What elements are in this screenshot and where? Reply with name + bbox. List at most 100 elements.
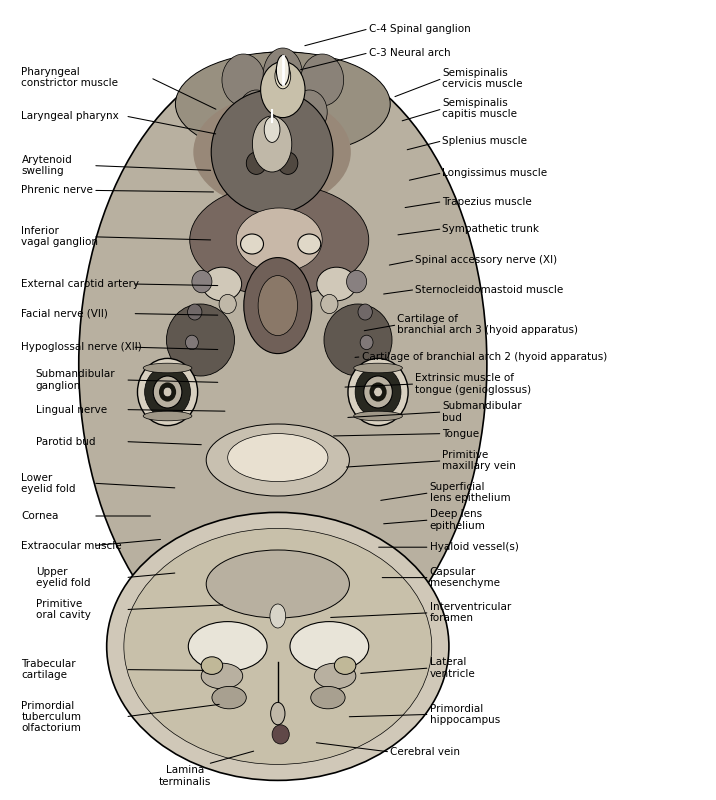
Text: Extraocular muscle: Extraocular muscle xyxy=(21,541,122,550)
Text: Lamina
terminalis: Lamina terminalis xyxy=(158,766,211,786)
Text: Pharyngeal
constrictor muscle: Pharyngeal constrictor muscle xyxy=(21,67,118,88)
Circle shape xyxy=(192,270,212,293)
Text: Trabecular
cartilage: Trabecular cartilage xyxy=(21,659,76,680)
Text: Cornea: Cornea xyxy=(21,511,59,521)
Circle shape xyxy=(358,304,372,320)
Circle shape xyxy=(188,304,202,320)
Text: Tongue: Tongue xyxy=(442,429,480,438)
Ellipse shape xyxy=(263,48,302,102)
Text: Interventricular
foramen: Interventricular foramen xyxy=(430,602,511,623)
Text: Lower
eyelid fold: Lower eyelid fold xyxy=(21,473,76,494)
Circle shape xyxy=(163,387,172,397)
Text: Hyaloid vessel(s): Hyaloid vessel(s) xyxy=(430,542,518,552)
Ellipse shape xyxy=(271,702,285,725)
Ellipse shape xyxy=(261,62,305,118)
Text: Semispinalis
cervicis muscle: Semispinalis cervicis muscle xyxy=(442,68,523,89)
Ellipse shape xyxy=(270,604,286,628)
Ellipse shape xyxy=(354,363,402,373)
Text: Lateral
ventricle: Lateral ventricle xyxy=(430,658,475,678)
Circle shape xyxy=(369,382,387,402)
Ellipse shape xyxy=(253,109,284,147)
Ellipse shape xyxy=(211,90,333,214)
Text: Cartilage of
branchial arch 3 (hyoid apparatus): Cartilage of branchial arch 3 (hyoid app… xyxy=(397,314,579,335)
Ellipse shape xyxy=(143,411,192,421)
Ellipse shape xyxy=(241,234,263,254)
Text: Primitive
oral cavity: Primitive oral cavity xyxy=(36,599,91,620)
Ellipse shape xyxy=(143,363,192,373)
Text: Submandibular
bud: Submandibular bud xyxy=(442,402,522,422)
Ellipse shape xyxy=(316,267,357,301)
Text: Spinal accessory nerve (XI): Spinal accessory nerve (XI) xyxy=(415,255,557,265)
Ellipse shape xyxy=(291,90,327,134)
Ellipse shape xyxy=(201,657,223,674)
Circle shape xyxy=(185,335,198,350)
Text: Hypoglossal nerve (XII): Hypoglossal nerve (XII) xyxy=(21,342,142,352)
Text: Primitive
maxillary vein: Primitive maxillary vein xyxy=(442,450,516,471)
Ellipse shape xyxy=(236,208,322,272)
Ellipse shape xyxy=(206,424,349,496)
Ellipse shape xyxy=(311,686,345,709)
Text: Primordial
tuberculum
olfactorium: Primordial tuberculum olfactorium xyxy=(21,701,82,733)
Ellipse shape xyxy=(354,411,402,421)
Ellipse shape xyxy=(175,52,390,156)
Ellipse shape xyxy=(301,54,344,106)
Text: External carotid artery: External carotid artery xyxy=(21,279,140,289)
Circle shape xyxy=(347,270,367,293)
Text: Parotid bud: Parotid bud xyxy=(36,437,95,446)
Text: Superficial
lens epithelium: Superficial lens epithelium xyxy=(430,482,511,503)
Ellipse shape xyxy=(107,512,449,781)
Text: Facial nerve (VII): Facial nerve (VII) xyxy=(21,309,108,318)
Text: Laryngeal pharynx: Laryngeal pharynx xyxy=(21,111,120,121)
Text: Trapezius muscle: Trapezius muscle xyxy=(442,197,532,206)
Circle shape xyxy=(145,366,190,418)
Ellipse shape xyxy=(243,258,312,354)
Ellipse shape xyxy=(298,234,321,254)
Ellipse shape xyxy=(246,152,266,174)
Ellipse shape xyxy=(290,622,369,671)
Ellipse shape xyxy=(228,434,328,482)
Text: Cerebral vein: Cerebral vein xyxy=(390,747,460,757)
Circle shape xyxy=(159,382,176,402)
Ellipse shape xyxy=(202,267,242,301)
Circle shape xyxy=(272,725,289,744)
Text: Primordial
hippocampus: Primordial hippocampus xyxy=(430,704,500,725)
Circle shape xyxy=(355,366,401,418)
Circle shape xyxy=(321,294,338,314)
Text: Submandibular
ganglion: Submandibular ganglion xyxy=(36,370,115,390)
Circle shape xyxy=(137,358,198,426)
Ellipse shape xyxy=(201,663,243,689)
Text: Longissimus muscle: Longissimus muscle xyxy=(442,168,548,178)
Text: Inferior
vagal ganglion: Inferior vagal ganglion xyxy=(21,226,99,247)
Text: C-3 Neural arch: C-3 Neural arch xyxy=(369,48,450,58)
Ellipse shape xyxy=(275,63,291,89)
Text: Sympathetic trunk: Sympathetic trunk xyxy=(442,224,539,234)
Ellipse shape xyxy=(188,622,267,671)
Ellipse shape xyxy=(258,275,298,336)
Text: Deep lens
epithelium: Deep lens epithelium xyxy=(430,510,485,530)
Ellipse shape xyxy=(282,109,312,147)
Text: Phrenic nerve: Phrenic nerve xyxy=(21,186,93,195)
Ellipse shape xyxy=(167,304,235,376)
Ellipse shape xyxy=(193,96,351,208)
Ellipse shape xyxy=(252,116,292,172)
Ellipse shape xyxy=(324,304,392,376)
Ellipse shape xyxy=(334,657,356,674)
Circle shape xyxy=(348,358,408,426)
Text: Capsular
mesenchyme: Capsular mesenchyme xyxy=(430,567,500,588)
Text: Lingual nerve: Lingual nerve xyxy=(36,405,107,414)
Ellipse shape xyxy=(190,184,369,296)
Ellipse shape xyxy=(278,152,298,174)
Text: Splenius muscle: Splenius muscle xyxy=(442,136,528,146)
Text: Upper
eyelid fold: Upper eyelid fold xyxy=(36,567,90,588)
Ellipse shape xyxy=(212,686,246,709)
Ellipse shape xyxy=(222,54,265,106)
Ellipse shape xyxy=(264,117,280,142)
Circle shape xyxy=(360,335,373,350)
Ellipse shape xyxy=(79,52,487,676)
Ellipse shape xyxy=(314,663,356,689)
Ellipse shape xyxy=(276,55,289,86)
Text: Semispinalis
capitis muscle: Semispinalis capitis muscle xyxy=(442,98,518,119)
Text: Arytenoid
swelling: Arytenoid swelling xyxy=(21,155,72,176)
Circle shape xyxy=(374,387,382,397)
Circle shape xyxy=(364,376,392,408)
